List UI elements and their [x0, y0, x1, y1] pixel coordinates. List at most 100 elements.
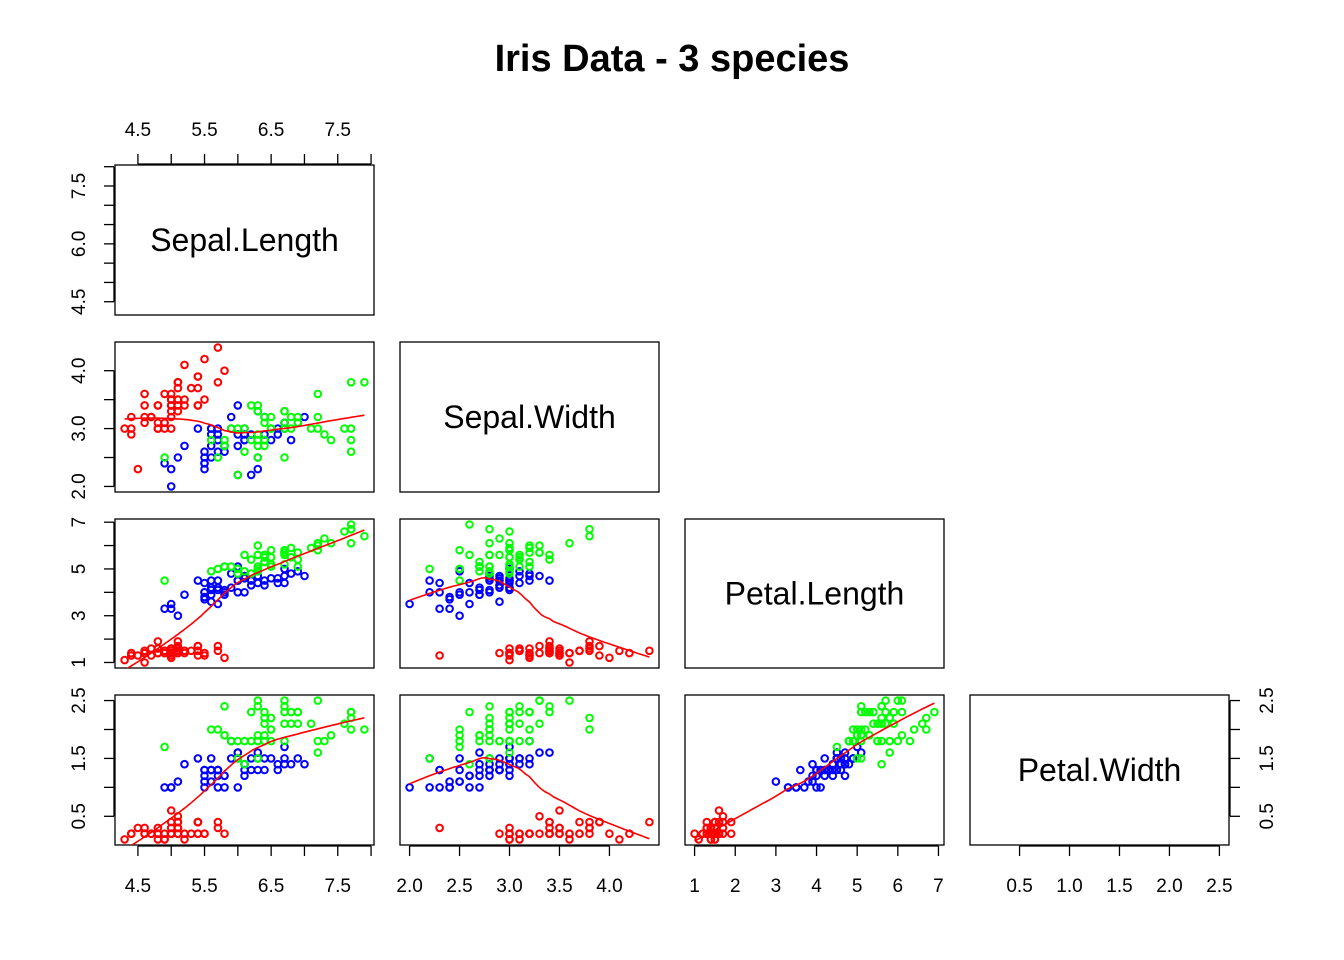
data-point	[535, 541, 544, 550]
data-point	[253, 550, 263, 560]
data-point	[180, 441, 189, 451]
data-point	[200, 447, 209, 457]
data-point	[293, 418, 303, 428]
data-point	[360, 531, 369, 541]
data-point	[253, 731, 263, 740]
data-point	[346, 538, 356, 548]
data-point	[445, 604, 454, 614]
panel-frame	[114, 341, 375, 493]
bottom-axis-tick-label: 3.0	[496, 876, 522, 897]
data-point	[140, 648, 149, 658]
data-point	[233, 441, 243, 451]
top-axis-tick-label: 7.5	[325, 120, 351, 141]
data-point	[405, 783, 414, 792]
data-point	[455, 777, 464, 786]
data-point	[206, 754, 216, 763]
bottom-axis-tick-label: 4	[811, 876, 822, 897]
smooth-line	[409, 576, 650, 658]
data-point	[120, 835, 129, 844]
data-point	[848, 725, 858, 734]
data-point	[160, 418, 169, 428]
data-point	[885, 748, 895, 757]
data-point	[515, 646, 524, 656]
data-point	[585, 524, 594, 534]
data-point	[505, 771, 514, 781]
data-point	[555, 806, 564, 815]
data-point	[455, 611, 464, 621]
data-point	[206, 435, 216, 445]
data-point	[485, 765, 494, 775]
data-point	[535, 829, 544, 839]
data-point	[206, 567, 216, 576]
data-point	[320, 534, 329, 543]
data-point	[565, 648, 574, 658]
data-point	[495, 754, 504, 763]
bottom-axis-tick-label: 5	[852, 876, 863, 897]
left-axis-tick-label: 5	[69, 564, 90, 575]
data-point	[485, 524, 494, 534]
data-point	[535, 648, 544, 658]
data-point	[545, 576, 554, 585]
data-point	[213, 343, 223, 352]
data-point	[193, 372, 203, 381]
data-point	[881, 719, 890, 729]
data-point	[808, 771, 817, 781]
data-point	[180, 835, 189, 844]
top-axis-tick-label: 4.5	[125, 120, 151, 141]
data-point	[873, 719, 882, 729]
data-point	[475, 590, 484, 600]
data-point	[545, 817, 554, 827]
data-point	[160, 835, 169, 844]
data-point	[280, 453, 289, 462]
data-point	[930, 707, 939, 717]
data-point	[475, 567, 484, 576]
data-point	[714, 817, 724, 827]
data-point	[885, 736, 895, 746]
bottom-axis-tick-label: 1.0	[1056, 876, 1082, 897]
data-point	[253, 541, 263, 550]
data-point	[565, 658, 574, 667]
left-axis-tick-label: 1.5	[69, 745, 90, 771]
data-point	[140, 412, 149, 422]
data-point	[832, 765, 842, 775]
data-point	[585, 637, 594, 646]
data-point	[120, 424, 129, 433]
left-axis-tick-label: 1	[69, 657, 90, 668]
data-point	[173, 453, 183, 462]
data-point	[856, 707, 866, 717]
data-point	[877, 736, 886, 746]
data-point	[313, 748, 323, 757]
right-axis-tick-label: 2.5	[1257, 687, 1278, 713]
data-point	[869, 719, 878, 729]
data-point	[525, 576, 534, 585]
data-point	[200, 588, 209, 597]
data-point	[220, 366, 229, 376]
left-axis-tick-label: 4.5	[69, 289, 90, 315]
data-point	[280, 736, 289, 746]
data-point	[505, 527, 514, 536]
data-point	[160, 453, 169, 462]
data-point	[525, 543, 534, 553]
data-point	[240, 447, 249, 457]
diagonal-panel-petal-length	[684, 518, 945, 669]
data-point	[166, 829, 176, 839]
bottom-axis-tick-label: 2.0	[1156, 876, 1182, 897]
data-point	[233, 569, 243, 578]
data-point	[535, 696, 544, 705]
data-point	[455, 576, 464, 585]
data-point	[306, 424, 316, 433]
data-point	[293, 562, 303, 571]
data-point	[206, 453, 216, 462]
data-point	[535, 571, 544, 581]
data-point	[575, 646, 584, 656]
data-point	[485, 562, 494, 571]
panel-sepal-width-vs-sepal-length	[114, 341, 375, 493]
data-point	[306, 719, 316, 729]
data-point	[180, 590, 189, 600]
data-point	[313, 736, 323, 746]
data-point	[495, 736, 504, 746]
bottom-axis-tick-label: 4.5	[125, 876, 151, 897]
data-point	[166, 599, 176, 609]
data-point	[445, 783, 454, 792]
data-point	[545, 748, 554, 757]
